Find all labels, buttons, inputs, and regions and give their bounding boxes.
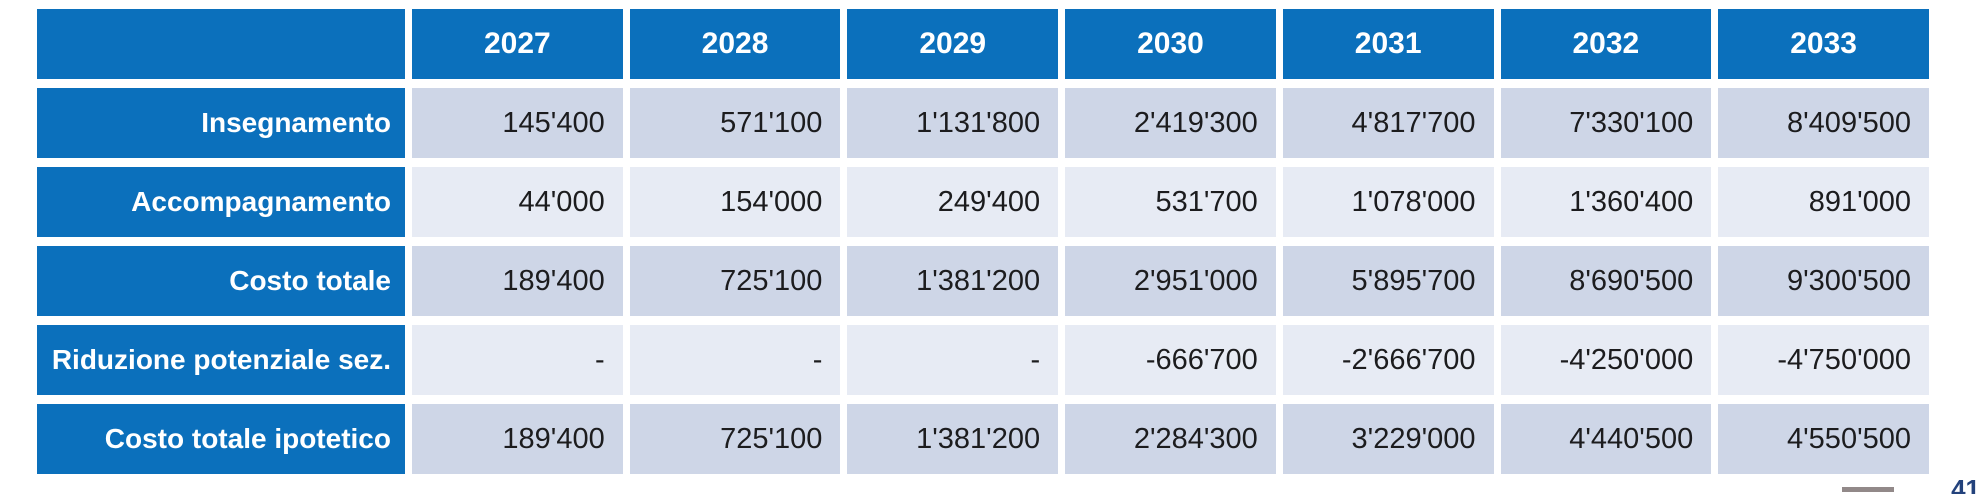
- value-cell: 189'400: [412, 246, 623, 316]
- value-cell: 1'381'200: [847, 246, 1059, 316]
- value-cell: 725'100: [629, 246, 841, 316]
- table-row: Insegnamento 145'400 571'100 1'131'800 2'419…: [37, 88, 1929, 158]
- value-cell: 1'360'400: [1500, 167, 1712, 237]
- value-cell: 4'440'500: [1500, 404, 1712, 474]
- table-row: Costo totale ipotetico 189'400 725'100 1'38…: [37, 404, 1929, 474]
- value-cell: -666'700: [1065, 325, 1276, 395]
- value-cell: 249'400: [847, 167, 1059, 237]
- value-cell: 725'100: [629, 404, 841, 474]
- cost-projection-table: 2027 2028 2029 2030 2031 2032 2033 Inseg…: [30, 0, 1936, 483]
- value-cell: 4'550'500: [1718, 404, 1929, 474]
- value-cell: 5'895'700: [1282, 246, 1494, 316]
- value-cell: -: [629, 325, 841, 395]
- value-cell: 571'100: [629, 88, 841, 158]
- value-cell: 4'817'700: [1282, 88, 1494, 158]
- table-row: Accompagnamento 44'000 154'000 249'400 531'7…: [37, 167, 1929, 237]
- value-cell: 145'400: [412, 88, 623, 158]
- value-cell: -: [412, 325, 623, 395]
- value-cell: 891'000: [1718, 167, 1929, 237]
- value-cell: 7'330'100: [1500, 88, 1712, 158]
- value-cell: -4'250'000: [1500, 325, 1712, 395]
- row-label: Accompagnamento: [37, 167, 405, 237]
- cropped-text-smudge: [1842, 487, 1894, 492]
- value-cell: -2'666'700: [1282, 325, 1494, 395]
- value-cell: 531'700: [1065, 167, 1276, 237]
- row-label: Costo totale: [37, 246, 405, 316]
- value-cell: 44'000: [412, 167, 623, 237]
- value-cell: -4'750'000: [1718, 325, 1929, 395]
- header-row: 2027 2028 2029 2030 2031 2032 2033: [37, 9, 1929, 79]
- row-label: Riduzione potenziale sez.: [37, 325, 405, 395]
- value-cell: 189'400: [412, 404, 623, 474]
- table-row: Riduzione potenziale sez. - - - -666'700 -2'6…: [37, 325, 1929, 395]
- value-cell: 3'229'000: [1282, 404, 1494, 474]
- value-cell: 1'078'000: [1282, 167, 1494, 237]
- value-cell: 2'951'000: [1065, 246, 1276, 316]
- value-cell: -: [847, 325, 1059, 395]
- value-cell: 9'300'500: [1718, 246, 1929, 316]
- year-header-2033: 2033: [1718, 9, 1929, 79]
- value-cell: 2'284'300: [1065, 404, 1276, 474]
- value-cell: 8'409'500: [1718, 88, 1929, 158]
- year-header-2027: 2027: [412, 9, 623, 79]
- year-header-2030: 2030: [1065, 9, 1276, 79]
- value-cell: 1'381'200: [847, 404, 1059, 474]
- year-header-2031: 2031: [1282, 9, 1494, 79]
- value-cell: 154'000: [629, 167, 841, 237]
- page-number-fragment: 41: [1951, 474, 1980, 494]
- value-cell: 1'131'800: [847, 88, 1059, 158]
- year-header-2032: 2032: [1500, 9, 1712, 79]
- table-row: Costo totale 189'400 725'100 1'381'200 2'951…: [37, 246, 1929, 316]
- value-cell: 2'419'300: [1065, 88, 1276, 158]
- year-header-2028: 2028: [629, 9, 841, 79]
- table-body: Insegnamento 145'400 571'100 1'131'800 2'419…: [37, 88, 1929, 474]
- row-label: Costo totale ipotetico: [37, 404, 405, 474]
- row-label: Insegnamento: [37, 88, 405, 158]
- corner-cell: [37, 9, 405, 79]
- year-header-2029: 2029: [847, 9, 1059, 79]
- value-cell: 8'690'500: [1500, 246, 1712, 316]
